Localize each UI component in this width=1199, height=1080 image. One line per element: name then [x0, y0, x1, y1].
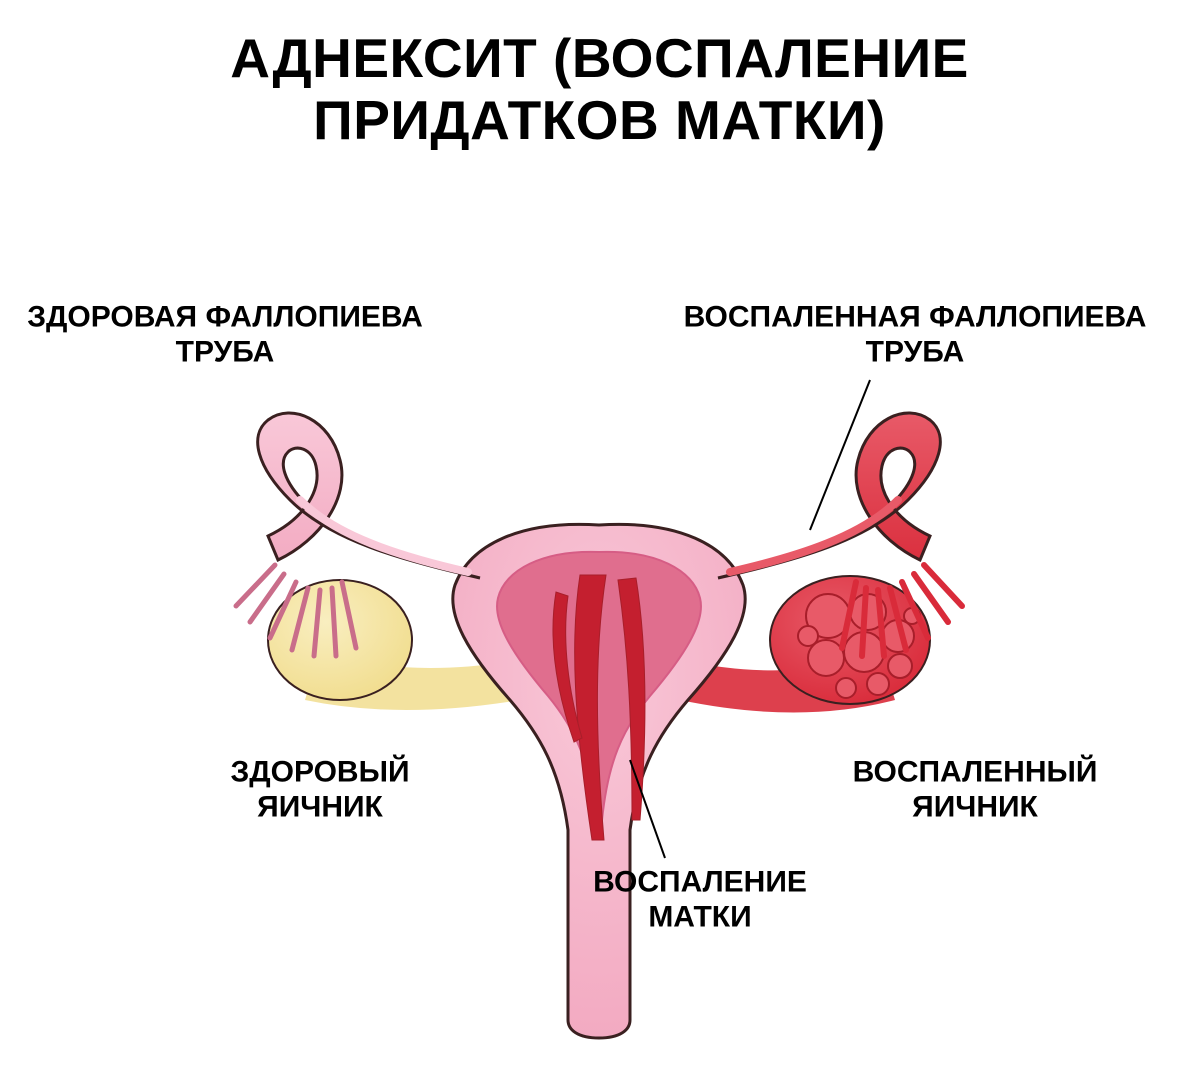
diagram-stage: АДНЕКСИТ (ВОСПАЛЕНИЕ ПРИДАТКОВ МАТКИ): [0, 0, 1199, 1080]
label-healthy-ovary: ЗДОРОВЫЙ ЯИЧНИК: [230, 755, 409, 826]
inflamed-tube: [718, 413, 940, 578]
label-healthy-tube: ЗДОРОВАЯ ФАЛЛОПИЕВА ТРУБА: [27, 300, 422, 371]
label-uterus-inflammation: ВОСПАЛЕНИЕ МАТКИ: [593, 865, 807, 936]
label-inflamed-tube: ВОСПАЛЕННАЯ ФАЛЛОПИЕВА ТРУБА: [684, 300, 1147, 371]
label-inflamed-ovary: ВОСПАЛЕННЫЙ ЯИЧНИК: [853, 755, 1098, 826]
healthy-tube: [258, 413, 480, 578]
